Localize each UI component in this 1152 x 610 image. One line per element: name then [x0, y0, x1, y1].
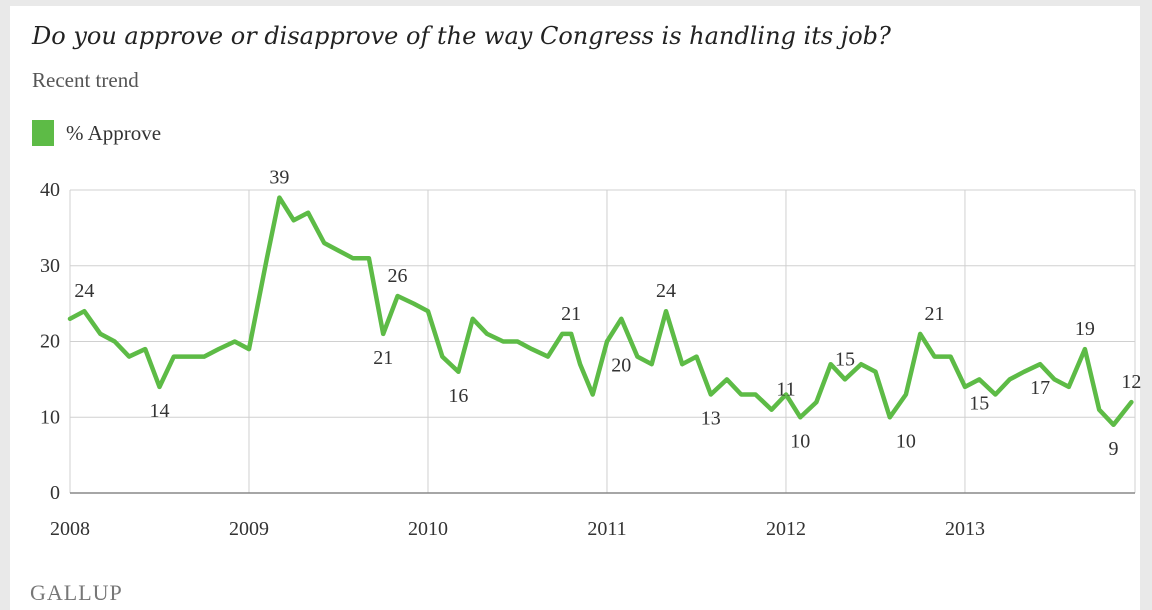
data-label: 21	[925, 303, 945, 325]
data-label: 13	[701, 408, 721, 430]
x-tick-label: 2012	[766, 518, 806, 540]
data-label: 19	[1075, 318, 1095, 340]
data-label: 12	[1121, 371, 1141, 393]
data-label: 24	[74, 280, 94, 302]
data-label: 15	[969, 392, 989, 414]
y-tick-label: 0	[50, 482, 60, 504]
data-label: 10	[896, 430, 916, 452]
chart-card: Do you approve or disapprove of the way …	[10, 6, 1140, 610]
data-label: 11	[776, 379, 795, 401]
legend-swatch	[32, 120, 54, 146]
data-label: 16	[448, 385, 468, 407]
data-label: 24	[656, 280, 676, 302]
data-label: 10	[790, 430, 810, 452]
x-tick-label: 2008	[50, 518, 90, 540]
x-tick-label: 2011	[587, 518, 626, 540]
chart-question: Do you approve or disapprove of the way …	[32, 22, 891, 50]
data-label: 39	[269, 167, 289, 189]
gallup-logo: GALLUP	[30, 580, 123, 605]
data-label: 21	[373, 347, 393, 369]
data-label: 14	[149, 400, 169, 422]
legend-label: % Approve	[66, 120, 162, 145]
chart-subtitle: Recent trend	[32, 68, 139, 92]
y-tick-label: 40	[40, 179, 60, 201]
y-tick-label: 20	[40, 331, 60, 353]
data-label: 21	[561, 303, 581, 325]
data-label: 20	[611, 355, 631, 377]
data-label: 17	[1030, 377, 1050, 399]
x-tick-label: 2013	[945, 518, 985, 540]
data-label: 15	[835, 348, 855, 370]
data-label: 9	[1109, 438, 1119, 460]
series-line-approve	[67, 195, 1134, 428]
x-tick-label: 2009	[229, 518, 269, 540]
y-tick-label: 30	[40, 255, 60, 277]
x-tick-label: 2010	[408, 518, 448, 540]
data-label: 26	[388, 265, 408, 287]
y-tick-label: 10	[40, 406, 60, 428]
chart-legend: % Approve	[32, 120, 161, 146]
